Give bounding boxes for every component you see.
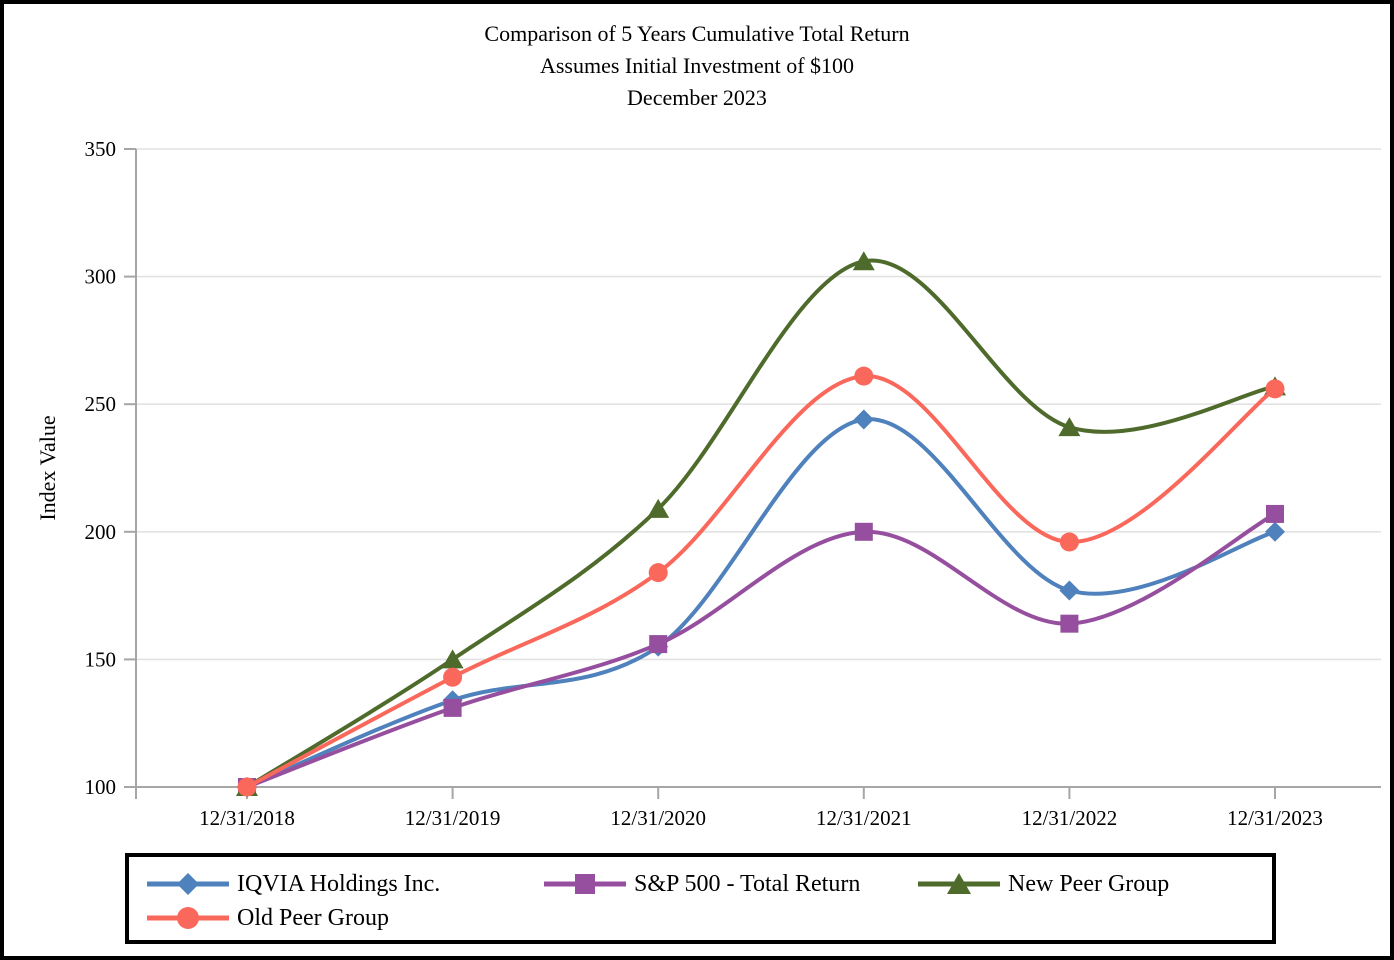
- data-point-marker-triangle: [647, 498, 670, 518]
- series-line: [245, 374, 1277, 789]
- legend-item-iqvia: IQVIA Holdings Inc.: [147, 867, 544, 901]
- legend-label: S&P 500 - Total Return: [634, 870, 861, 897]
- chart-title-line-1: Comparison of 5 Years Cumulative Total R…: [484, 21, 910, 46]
- legend: IQVIA Holdings Inc. S&P 500 - Total Retu…: [125, 853, 1276, 944]
- data-point-marker-square: [1060, 614, 1079, 633]
- data-point-marker-diamond: [1265, 521, 1285, 542]
- data-point-marker-circle: [648, 563, 668, 583]
- triangle-icon: [947, 873, 971, 894]
- legend-marker-glyph: [918, 873, 1000, 894]
- data-point-marker-triangle: [852, 251, 875, 271]
- legend-item-old-peer-group: Old Peer Group: [147, 901, 544, 935]
- x-tick-label: 12/31/2023: [1227, 806, 1323, 830]
- chart-title-line-3: December 2023: [627, 85, 767, 110]
- sp500-line-square-icon: [544, 870, 626, 898]
- y-tick-label: 350: [85, 137, 117, 161]
- data-point-marker-triangle: [441, 649, 464, 669]
- data-point-marker-circle: [1059, 532, 1079, 552]
- x-tick-label: 12/31/2021: [816, 806, 912, 830]
- iqvia-line-diamond-icon: [147, 870, 229, 898]
- x-tick-label: 12/31/2019: [405, 806, 501, 830]
- data-point-marker-square: [1266, 504, 1284, 523]
- x-tick-label: 12/31/2022: [1022, 806, 1118, 830]
- legend-marker-glyph: [544, 874, 626, 894]
- data-point-marker-circle: [237, 777, 257, 797]
- x-tick-label: 12/31/2020: [610, 806, 706, 830]
- y-tick-label: 150: [85, 647, 117, 671]
- x-tick-label: 12/31/2018: [199, 806, 295, 830]
- data-point-marker-circle: [443, 667, 463, 687]
- chart-title: Comparison of 5 Years Cumulative Total R…: [4, 18, 1390, 114]
- legend-marker-glyph: [147, 907, 229, 929]
- data-point-marker-diamond: [1059, 580, 1080, 601]
- y-tick-label: 250: [85, 392, 117, 416]
- data-point-marker-triangle: [1058, 417, 1081, 437]
- data-point-marker-circle: [1265, 379, 1285, 399]
- legend-label: IQVIA Holdings Inc.: [237, 870, 441, 897]
- data-point-marker-diamond: [853, 409, 874, 430]
- y-tick-label: 200: [85, 520, 117, 544]
- circle-icon: [177, 907, 199, 929]
- square-icon: [575, 874, 595, 894]
- data-point-marker-square: [649, 635, 668, 654]
- y-tick-label: 300: [85, 265, 117, 289]
- series-line: [245, 511, 1277, 789]
- y-tick-label: 100: [85, 775, 117, 799]
- diamond-icon: [177, 873, 199, 895]
- performance-line-chart: 100 150 200 250 300 350 12/31/2018 12/31/2019 12…: [85, 137, 1381, 830]
- old-peer-group-line-circle-icon: [147, 904, 229, 932]
- legend-label: New Peer Group: [1008, 870, 1170, 897]
- data-point-marker-square: [854, 522, 873, 541]
- legend-label: Old Peer Group: [237, 904, 389, 931]
- data-point-marker-square: [443, 698, 462, 717]
- legend-item-sp500: S&P 500 - Total Return: [544, 867, 918, 901]
- series-line: [245, 417, 1277, 789]
- legend-marker-glyph: [147, 873, 229, 895]
- data-point-marker-circle: [854, 366, 874, 386]
- legend-item-new-peer-group: New Peer Group: [918, 867, 1272, 901]
- new-peer-group-line-triangle-icon: [918, 870, 1000, 898]
- chart-title-line-2: Assumes Initial Investment of $100: [539, 53, 855, 78]
